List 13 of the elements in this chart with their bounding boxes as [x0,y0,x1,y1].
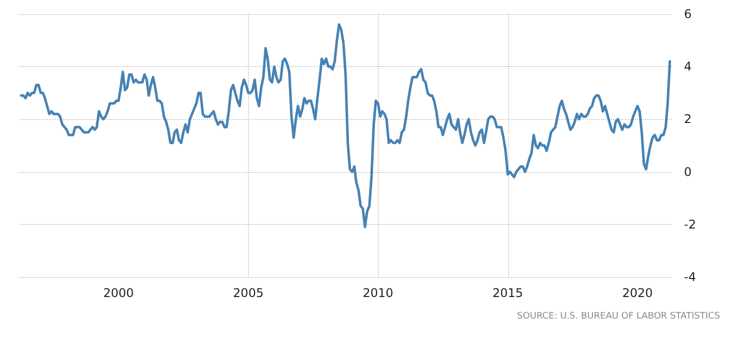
y-tick-label: 6 [684,7,692,21]
y-tick-label: 0 [684,164,692,179]
x-tick-label: 2000 [103,286,134,300]
x-tick-label: 2015 [492,286,524,300]
source-note: SOURCE: U.S. BUREAU OF LABOR STATISTICS [517,312,720,322]
y-tick-label: 2 [684,112,692,126]
x-tick-label: 2020 [622,286,653,300]
x-tick-label: 2005 [233,286,264,300]
x-tick-label: 2010 [362,286,394,300]
line-series [20,23,672,228]
y-tick-label: -2 [684,217,696,232]
y-tick-label: 4 [684,60,692,74]
y-tick-label: -4 [684,270,696,284]
